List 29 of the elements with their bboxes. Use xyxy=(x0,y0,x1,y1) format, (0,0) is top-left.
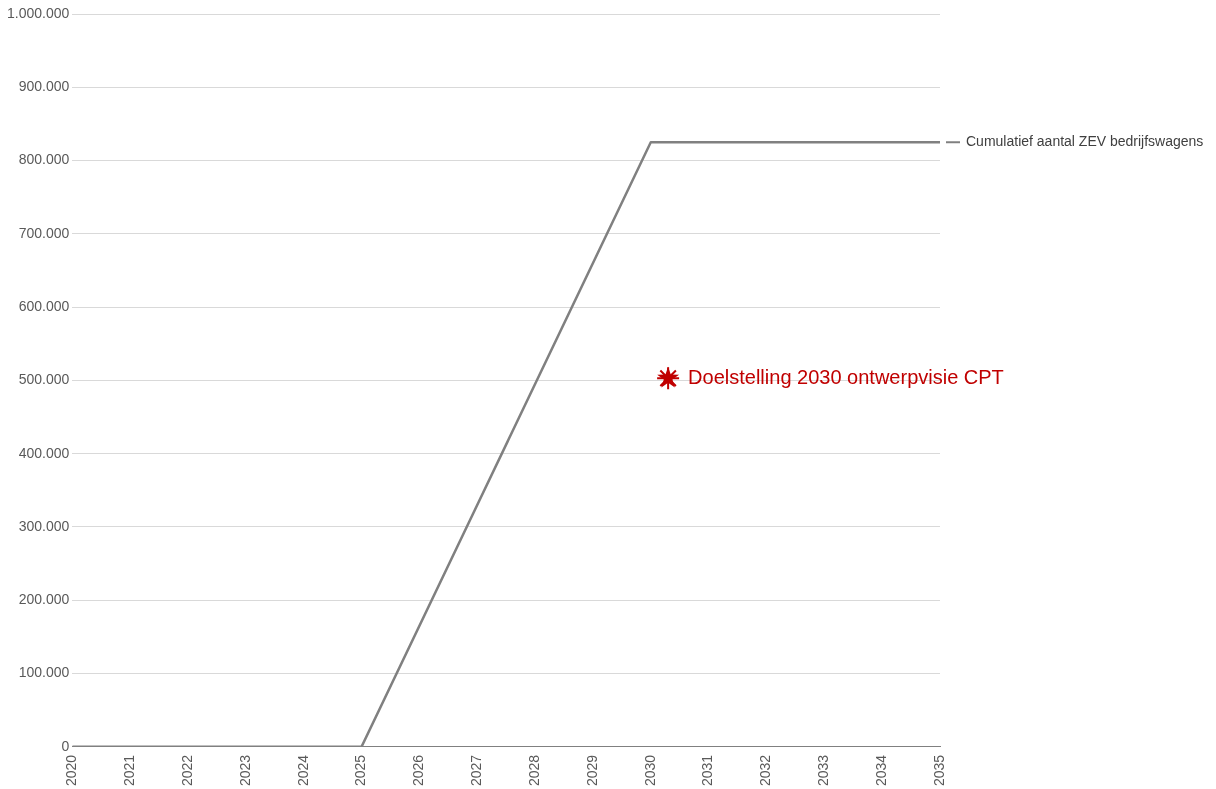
x-tick-label: 2026 xyxy=(410,754,427,787)
x-tick-label: 2022 xyxy=(178,754,195,787)
y-tick-label: 0 xyxy=(61,737,70,754)
x-tick-label: 2028 xyxy=(525,754,542,787)
x-tick-label: 2030 xyxy=(641,754,658,787)
x-tick-label: 2034 xyxy=(873,754,890,787)
y-tick-label: 900.000 xyxy=(18,78,70,95)
y-tick-label: 100.000 xyxy=(18,664,70,681)
y-tick-label: 200.000 xyxy=(18,591,70,608)
y-tick-label: 300.000 xyxy=(18,517,70,534)
y-tick-label: 400.000 xyxy=(18,444,70,461)
x-tick-label: 2032 xyxy=(757,754,774,787)
x-tick-label: 2033 xyxy=(815,754,832,787)
y-tick-label: 1.000.000 xyxy=(6,4,70,21)
legend-label: Cumulatief aantal ZEV bedrijfswagens xyxy=(966,133,1204,150)
y-tick-label: 500.000 xyxy=(18,371,70,388)
y-tick-label: 600.000 xyxy=(18,298,70,314)
x-tick-label: 2025 xyxy=(352,754,369,787)
x-tick-label: 2021 xyxy=(120,754,137,787)
x-tick-label: 2035 xyxy=(930,754,947,787)
x-tick-label: 2024 xyxy=(294,754,311,787)
x-tick-label: 2031 xyxy=(699,754,716,787)
y-tick-label: 700.000 xyxy=(18,224,70,241)
legend-label: Doelstelling 2030 ontwerpvisie CPT xyxy=(688,365,1004,388)
x-tick-label: 2023 xyxy=(236,754,253,787)
y-tick-label: 800.000 xyxy=(18,151,70,168)
x-tick-label: 2020 xyxy=(63,754,80,787)
x-tick-label: 2027 xyxy=(468,754,485,787)
x-tick-label: 2029 xyxy=(583,754,600,787)
